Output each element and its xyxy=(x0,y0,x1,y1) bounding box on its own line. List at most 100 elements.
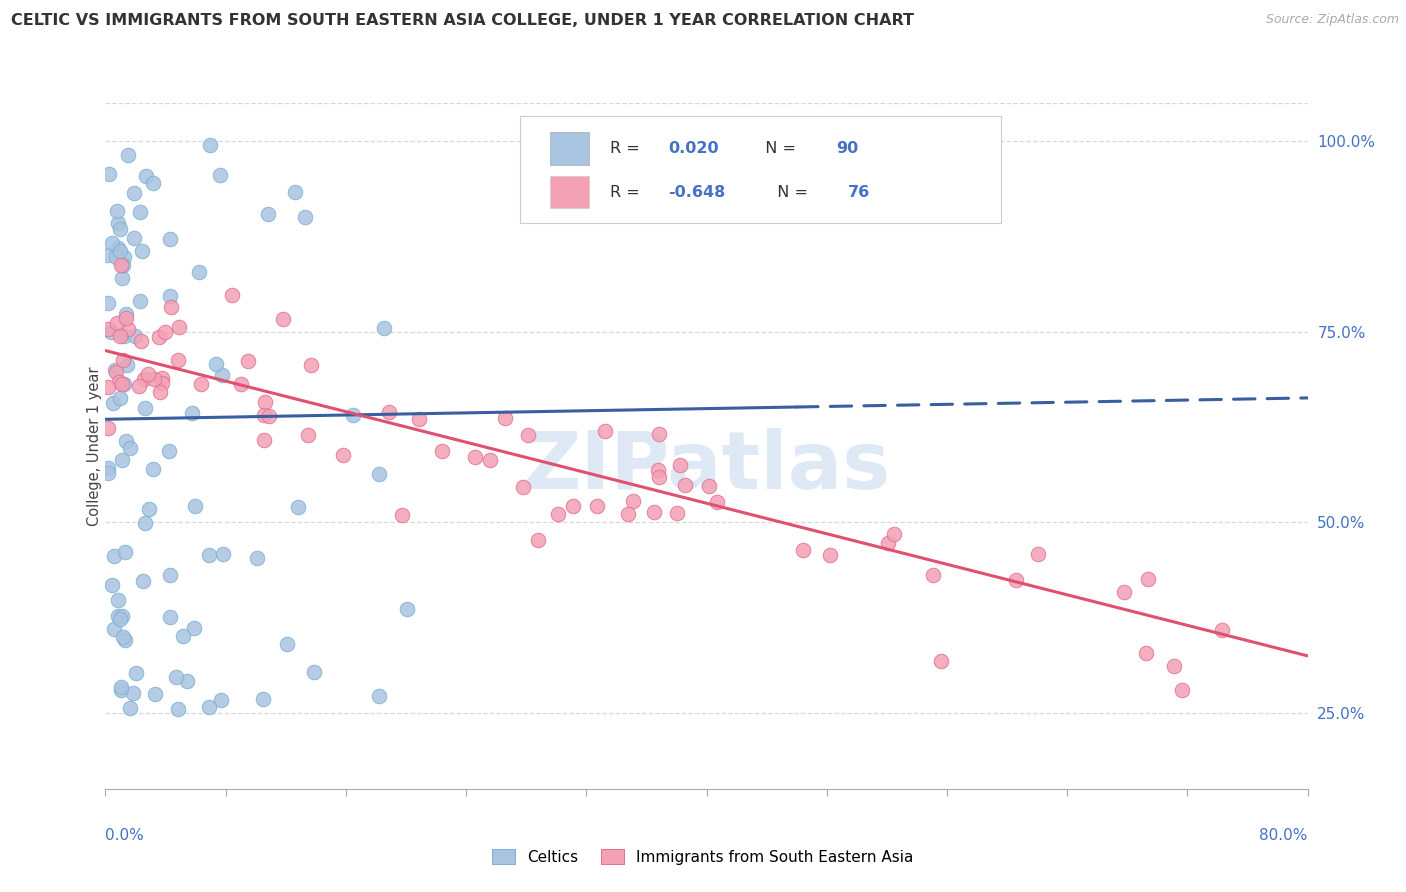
Point xyxy=(110,681,132,695)
Point xyxy=(1005,574,1028,588)
FancyBboxPatch shape xyxy=(550,132,589,165)
Point xyxy=(167,353,190,368)
Point xyxy=(150,376,173,390)
Point xyxy=(547,507,569,521)
Point xyxy=(648,427,671,442)
Point xyxy=(112,250,135,264)
Point xyxy=(299,358,322,372)
Point xyxy=(105,316,128,330)
Text: 0.020: 0.020 xyxy=(668,141,718,156)
Point xyxy=(111,609,134,624)
Point xyxy=(665,506,688,520)
Point xyxy=(287,500,309,514)
Point xyxy=(706,495,728,509)
Point xyxy=(792,542,814,557)
Point xyxy=(208,168,231,182)
Point xyxy=(1211,623,1233,637)
Point xyxy=(1136,572,1159,586)
Point xyxy=(176,674,198,689)
Point xyxy=(136,367,159,381)
Point xyxy=(115,307,138,321)
Point xyxy=(209,693,232,707)
Point xyxy=(190,376,212,391)
Point xyxy=(110,682,132,697)
Point xyxy=(373,321,395,335)
Point xyxy=(110,612,132,626)
Point xyxy=(107,593,129,607)
Point xyxy=(104,250,127,264)
Point xyxy=(107,241,129,255)
Legend: Celtics, Immigrants from South Eastern Asia: Celtics, Immigrants from South Eastern A… xyxy=(486,843,920,871)
Point xyxy=(643,505,665,519)
Point xyxy=(157,443,180,458)
Point xyxy=(115,434,138,448)
Point xyxy=(621,494,644,508)
Point xyxy=(820,549,842,563)
Point xyxy=(120,441,142,455)
Point xyxy=(172,629,194,643)
Point xyxy=(97,379,120,393)
Point xyxy=(104,363,127,377)
Point xyxy=(648,470,671,484)
Point xyxy=(134,401,156,416)
Point xyxy=(297,428,319,442)
Text: N =: N = xyxy=(755,141,801,156)
Point xyxy=(98,167,121,181)
Point xyxy=(124,186,146,200)
Point xyxy=(238,353,260,368)
Point xyxy=(110,329,132,343)
Point xyxy=(148,330,170,344)
Point xyxy=(101,396,124,410)
Point xyxy=(103,549,125,563)
Point xyxy=(211,368,233,383)
Point xyxy=(253,409,276,423)
Point xyxy=(204,357,226,371)
Y-axis label: College, Under 1 year: College, Under 1 year xyxy=(87,367,101,525)
Text: -0.648: -0.648 xyxy=(668,186,725,200)
Point xyxy=(229,377,252,392)
Point xyxy=(105,204,128,219)
Point xyxy=(120,701,142,715)
Point xyxy=(166,702,188,716)
Point xyxy=(128,294,150,309)
Text: 0.0%: 0.0% xyxy=(105,828,145,843)
Text: N =: N = xyxy=(766,186,813,200)
Point xyxy=(112,329,135,343)
Point xyxy=(246,550,269,565)
Point xyxy=(585,500,607,514)
FancyBboxPatch shape xyxy=(520,116,1001,223)
Text: R =: R = xyxy=(610,186,645,200)
Point xyxy=(595,424,617,438)
Point xyxy=(107,609,129,624)
Point xyxy=(115,358,138,372)
Point xyxy=(97,461,120,475)
Point xyxy=(512,480,534,494)
Point xyxy=(368,467,391,481)
Point xyxy=(111,453,134,467)
Point xyxy=(111,270,134,285)
Point xyxy=(97,248,120,262)
Point xyxy=(111,376,134,391)
Point xyxy=(257,409,280,424)
Point xyxy=(252,692,274,706)
Point xyxy=(284,185,307,199)
Point xyxy=(114,310,136,325)
Point xyxy=(135,169,157,183)
Point xyxy=(197,548,219,562)
Point xyxy=(183,621,205,635)
Point xyxy=(153,325,176,339)
Point xyxy=(1135,646,1157,660)
Point xyxy=(294,211,316,225)
Point xyxy=(184,499,207,513)
Point xyxy=(1112,584,1135,599)
Point xyxy=(122,230,145,244)
Text: R =: R = xyxy=(610,141,645,156)
Text: ZIPatlas: ZIPatlas xyxy=(523,427,890,506)
Text: 80.0%: 80.0% xyxy=(1260,828,1308,843)
Point xyxy=(430,444,453,458)
Point xyxy=(391,508,413,523)
Point xyxy=(271,312,294,326)
Point xyxy=(883,527,905,541)
Point xyxy=(114,545,136,559)
Point xyxy=(121,686,143,700)
